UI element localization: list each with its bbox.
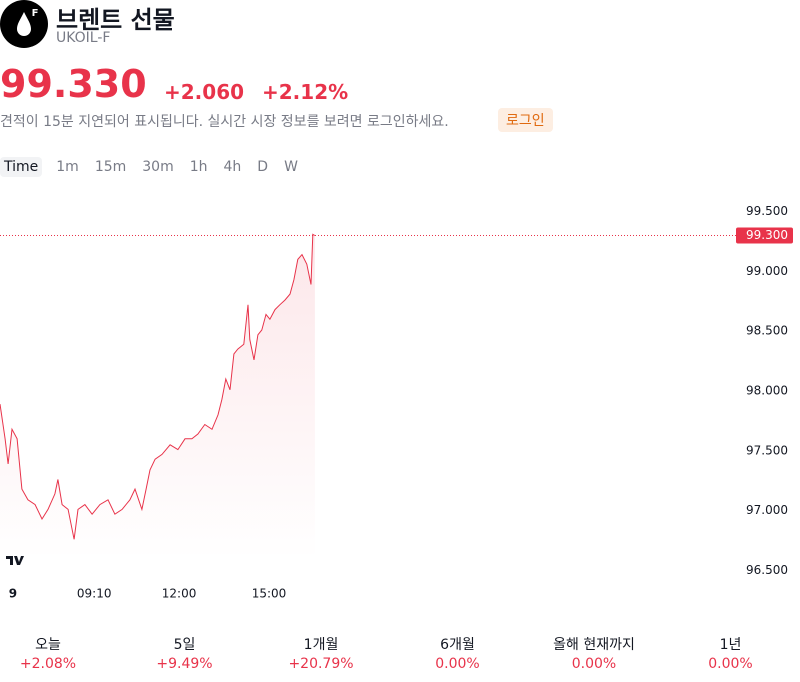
period-label: 올해 현재까지	[553, 637, 635, 653]
interval-tabs: Time 1m 15m 30m 1h 4h D W	[0, 157, 306, 177]
period-change: 0.00%	[435, 656, 480, 672]
delay-notice: 견적이 15분 지연되어 표시됩니다. 실시간 시장 정보를 보려면 로그인하세…	[0, 114, 449, 130]
period-label: 1개월	[303, 637, 339, 653]
price: 99.330	[0, 62, 147, 106]
y-tick-label: 96.500	[746, 563, 788, 577]
x-tick-label: 9	[9, 587, 17, 601]
interval-tab[interactable]: 30m	[142, 159, 174, 175]
performance-cell[interactable]: 1년 0.00%	[671, 634, 791, 672]
area-fill	[0, 234, 315, 561]
interval-tab[interactable]: 1h	[189, 159, 208, 175]
performance-cell[interactable]: 1개월 +20.79%	[261, 634, 381, 672]
performance-cell[interactable]: 오늘 +2.08%	[0, 634, 108, 672]
x-tick-label: 09:10	[77, 587, 112, 601]
y-tick-label: 98.000	[746, 383, 788, 397]
title: 브렌트 선물	[56, 6, 175, 34]
interval-tab[interactable]: 1m	[56, 159, 79, 175]
interval-tab[interactable]: 4h	[223, 159, 242, 175]
interval-tab[interactable]: D	[257, 159, 269, 175]
login-button[interactable]: 로그인	[498, 108, 553, 132]
period-change: 0.00%	[571, 656, 617, 672]
performance-cell[interactable]: 5일 +9.49%	[125, 634, 245, 672]
icon-badge: F	[32, 8, 39, 19]
period-change: +2.08%	[19, 656, 77, 672]
period-label: 6개월	[440, 637, 475, 653]
interval-tab[interactable]: Time	[0, 157, 43, 177]
x-tick-label: 12:00	[162, 587, 197, 601]
last-price-label: 99.300	[746, 228, 788, 242]
performance-cell[interactable]: 올해 현재까지 0.00%	[534, 634, 654, 672]
period-change: +20.79%	[288, 656, 354, 672]
period-label: 5일	[173, 637, 196, 653]
change: +2.060	[164, 80, 245, 104]
last-price-box	[736, 227, 793, 244]
change-pct: +2.12%	[262, 80, 349, 104]
period-label: 1년	[719, 637, 742, 653]
period-label: 오늘	[35, 637, 61, 653]
interval-tab[interactable]: 15m	[94, 159, 127, 175]
y-tick-label: 99.000	[746, 264, 788, 278]
period-change: 0.00%	[708, 656, 753, 672]
price-line	[0, 233, 316, 540]
symbol: UKOIL-F	[56, 30, 111, 46]
y-tick-label: 99.500	[746, 204, 788, 218]
x-tick-label: 15:00	[252, 587, 287, 601]
interval-tab[interactable]: W	[284, 159, 298, 175]
period-change: +9.49%	[156, 656, 213, 672]
y-tick-label: 97.000	[746, 503, 788, 517]
performance-cell[interactable]: 6개월 0.00%	[398, 634, 518, 672]
y-tick-label: 98.500	[746, 324, 788, 338]
y-tick-label: 97.500	[746, 443, 788, 457]
drop-icon	[17, 12, 31, 36]
